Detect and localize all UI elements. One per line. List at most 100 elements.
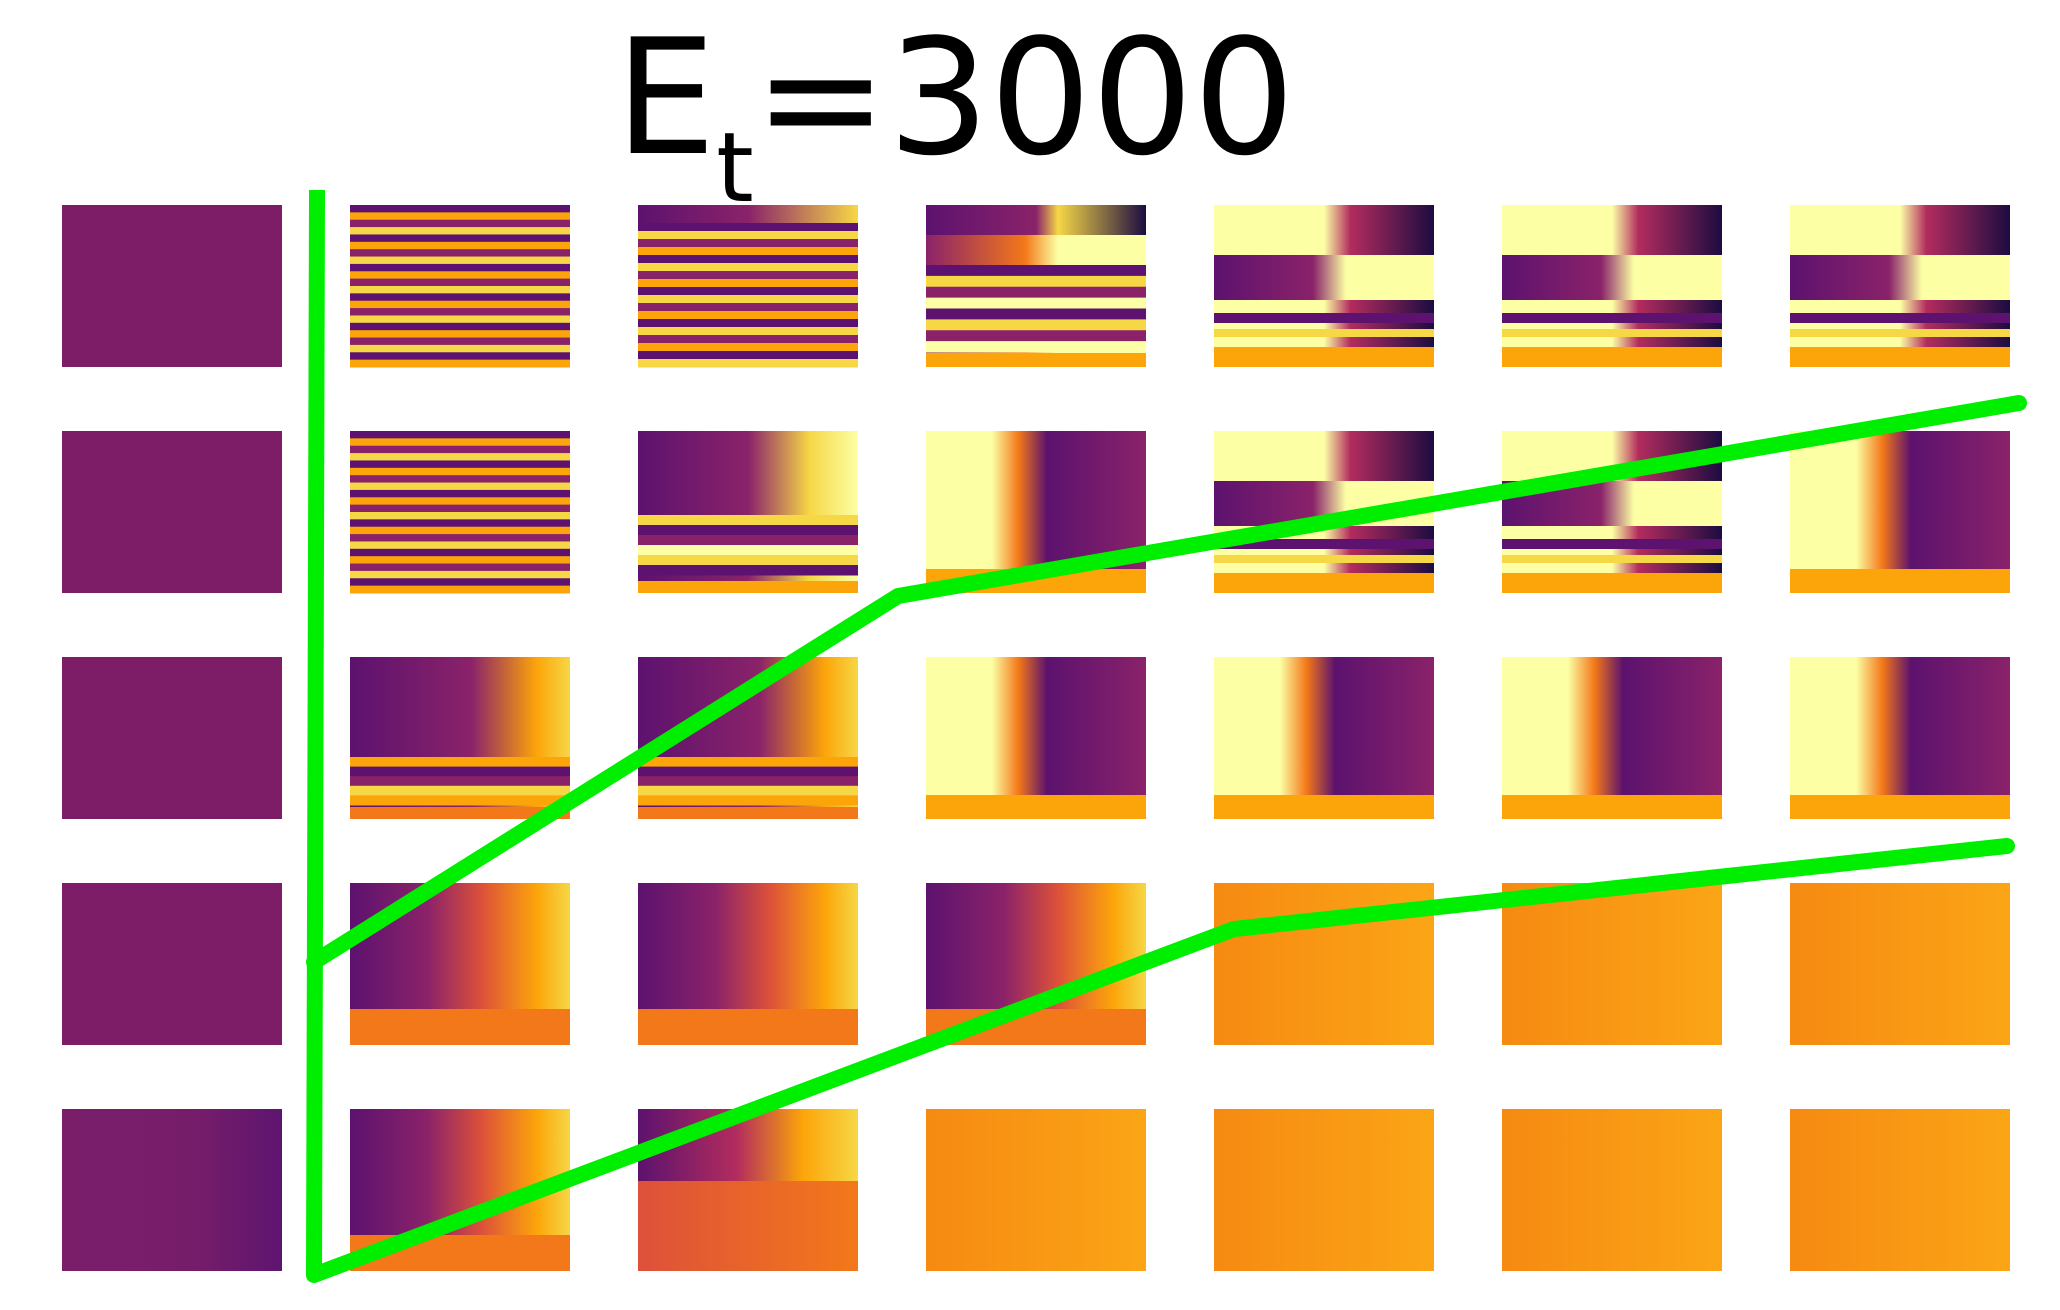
panel-band	[1502, 255, 1722, 300]
panel-stripe	[350, 795, 570, 806]
panel-r5-c4	[926, 1109, 1146, 1271]
panel-base	[1790, 569, 2010, 593]
panel-base	[1502, 347, 1722, 367]
panel-stripe	[350, 585, 570, 594]
panel-base	[926, 795, 1146, 819]
panel-band	[926, 205, 1146, 235]
panel-stripe	[350, 315, 570, 324]
panel-r3-c2	[350, 657, 570, 819]
panel-stripe	[350, 570, 570, 579]
panel-stripe	[638, 319, 858, 328]
panel-r4-c3	[638, 883, 858, 1045]
panel-stripe	[350, 475, 570, 484]
panel-stripe	[638, 295, 858, 304]
panel-stripe	[638, 255, 858, 264]
title-rest: =3000	[753, 4, 1295, 191]
panel-stripe	[638, 279, 858, 288]
panel-stripe	[350, 330, 570, 339]
panel-r5-c6	[1502, 1109, 1722, 1271]
panel-base	[1502, 795, 1722, 819]
panel-base	[638, 1009, 858, 1045]
panel-stripe	[638, 785, 858, 796]
panel-base	[926, 569, 1146, 593]
panel-fill	[1790, 657, 2010, 819]
panel-r4-c5	[1214, 883, 1434, 1045]
panel-stripe	[350, 556, 570, 565]
panel-stripe	[350, 227, 570, 235]
panel-stripe	[638, 535, 858, 546]
panel-r3-c6	[1502, 657, 1722, 819]
panel-stripe	[350, 438, 570, 447]
panel-fill	[1502, 657, 1722, 819]
panel-stripe	[350, 497, 570, 506]
panel-stripe	[638, 327, 858, 336]
panel-fill	[926, 431, 1146, 593]
panel-band	[1502, 539, 1722, 549]
panel-stripe	[638, 231, 858, 240]
panel-stripe	[638, 525, 858, 536]
panel-stripe	[638, 223, 858, 232]
panel-r4-c4	[926, 883, 1146, 1045]
panel-stripe	[350, 322, 570, 331]
panel-r3-c4	[926, 657, 1146, 819]
panel-base	[350, 1235, 570, 1271]
panel-base	[1214, 795, 1434, 819]
panel-fill	[1214, 657, 1434, 819]
panel-stripe	[638, 303, 858, 312]
panel-r5-c7	[1790, 1109, 2010, 1271]
panel-r1-c6	[1502, 205, 1722, 367]
panel-stripe	[350, 286, 570, 294]
panel-band	[1502, 481, 1722, 526]
panel-stripe	[638, 757, 858, 768]
panel-r2-c5	[1214, 431, 1434, 593]
panel-stripe	[926, 319, 1146, 331]
panel-r1-c3	[638, 205, 858, 368]
panel-r2-c3	[638, 431, 858, 593]
panel-base	[350, 1009, 570, 1045]
panel-stripe	[350, 785, 570, 796]
panel-stripe	[350, 271, 570, 280]
panel-r3-c1	[62, 657, 282, 819]
panel-stripe	[638, 555, 858, 566]
panel-stripe	[638, 795, 858, 806]
panel-stripe	[926, 308, 1146, 320]
panel-fill	[62, 205, 282, 367]
panel-stripe	[350, 241, 570, 250]
panel-r5-c1	[62, 1109, 282, 1271]
panel-r4-c6	[1502, 883, 1722, 1045]
panel-stripe	[350, 534, 570, 542]
panel-r1-c1	[62, 205, 282, 367]
panel-stripe	[638, 239, 858, 248]
panel-stripe	[350, 504, 570, 513]
panel-stripe	[350, 548, 570, 557]
panel-stripe	[350, 431, 570, 439]
panel-fill	[1790, 431, 2010, 593]
panel-stripe	[638, 565, 858, 576]
panel-fill	[926, 1109, 1146, 1271]
panel-stripe	[350, 300, 570, 309]
panel-stripe	[350, 766, 570, 777]
panel-base	[350, 807, 570, 819]
panel-band	[1502, 313, 1722, 323]
panel-stripe	[350, 337, 570, 346]
panel-stripe	[926, 297, 1146, 309]
panel-stripe	[638, 515, 858, 526]
panel-stripe	[350, 460, 570, 469]
panel-band	[1502, 555, 1722, 563]
panel-stripe	[350, 359, 570, 368]
panel-base	[926, 353, 1146, 367]
panel-band	[1214, 255, 1434, 300]
panel-stripe	[638, 263, 858, 272]
panel-stripe	[350, 453, 570, 461]
panel-band	[1502, 329, 1722, 337]
panel-r4-c1	[62, 883, 282, 1045]
panel-stripe	[926, 275, 1146, 288]
panel-stripe	[350, 212, 570, 221]
panel-r3-c3	[638, 657, 858, 819]
panel-r2-c6	[1502, 431, 1722, 593]
panel-r1-c2	[350, 205, 570, 368]
panel-stripe	[926, 286, 1146, 299]
panel-stripe	[638, 343, 858, 352]
panel-stripe	[350, 482, 570, 491]
panel-band	[1214, 481, 1434, 526]
